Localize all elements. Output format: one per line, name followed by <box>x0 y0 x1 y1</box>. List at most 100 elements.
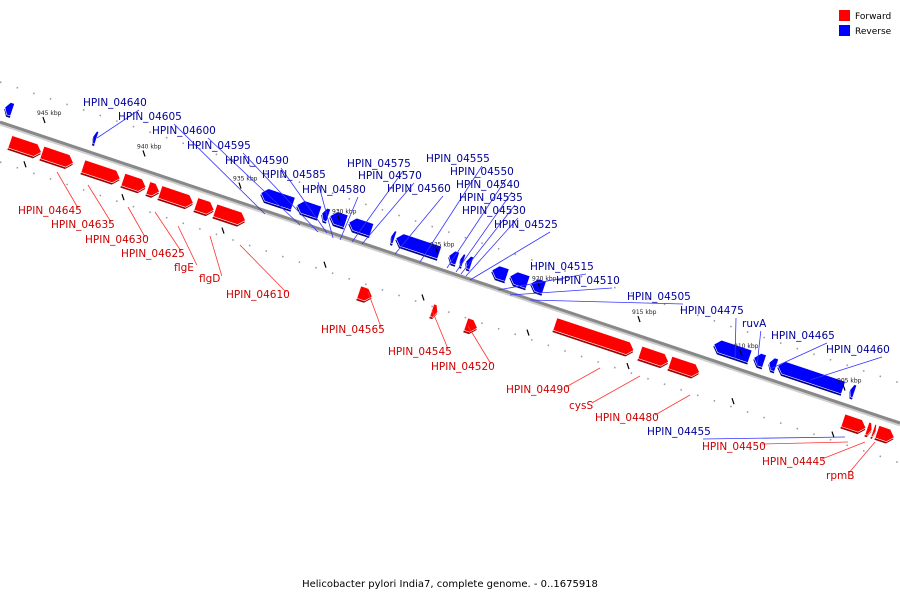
gene-body <box>39 145 74 168</box>
gene-body <box>80 159 121 184</box>
reverse-gene[interactable] <box>507 270 531 291</box>
forward-gene[interactable] <box>212 203 247 228</box>
reverse-gene-label: HPIN_04455 <box>647 426 711 438</box>
tick-label: 940 kbp <box>137 143 162 150</box>
tick-label: 930 kbp <box>332 209 357 216</box>
leader-line <box>460 204 516 275</box>
leader-line <box>173 123 266 215</box>
legend-swatch <box>839 25 850 36</box>
gene-body <box>849 384 858 399</box>
leader-line <box>769 342 828 370</box>
reverse-gene[interactable] <box>2 101 15 118</box>
minor-tick <box>421 294 425 301</box>
forward-gene[interactable] <box>552 317 635 359</box>
reverse-gene-label: HPIN_04555 <box>426 153 490 165</box>
forward-gene-label: flgE <box>174 262 194 274</box>
reverse-gene-label: HPIN_04560 <box>387 183 451 195</box>
reverse-gene-label: HPIN_04460 <box>826 344 890 356</box>
forward-gene-label: HPIN_04565 <box>321 324 385 336</box>
forward-gene[interactable] <box>193 197 216 218</box>
forward-gene[interactable] <box>145 181 161 200</box>
gene-body <box>667 355 700 377</box>
forward-gene[interactable] <box>7 135 43 161</box>
upper-guide-dots <box>0 81 900 384</box>
minor-tick <box>323 261 327 268</box>
reverse-gene-label: HPIN_04600 <box>152 125 216 137</box>
legend-label: Reverse <box>855 27 892 37</box>
leader-line <box>127 206 146 238</box>
forward-gene[interactable] <box>637 345 670 370</box>
forward-gene-label: HPIN_04635 <box>51 219 115 231</box>
leader-line <box>207 137 301 226</box>
reverse-gene[interactable] <box>528 277 547 296</box>
reverse-gene[interactable] <box>319 207 331 224</box>
gene-body <box>321 207 331 223</box>
gene-body <box>260 188 296 211</box>
forward-gene-label: HPIN_04520 <box>431 361 495 373</box>
reverse-gene[interactable] <box>90 130 100 147</box>
reverse-gene-label: HPIN_04580 <box>302 184 366 196</box>
gene-body <box>870 423 877 438</box>
reverse-gene[interactable] <box>388 230 398 246</box>
forward-gene[interactable] <box>864 421 873 438</box>
reverse-gene-label: HPIN_04475 <box>680 305 744 317</box>
reverse-gene-label: HPIN_04535 <box>459 192 523 204</box>
gene-body <box>296 200 323 220</box>
reverse-gene-label: HPIN_04465 <box>771 330 835 342</box>
gene-body <box>145 181 160 197</box>
reverse-gene[interactable] <box>393 232 442 261</box>
leader-line <box>361 182 415 245</box>
reverse-gene-label: HPIN_04585 <box>262 169 326 181</box>
reverse-gene-label: HPIN_04510 <box>556 275 620 287</box>
gene-body <box>713 339 753 364</box>
leader-line <box>446 178 507 269</box>
reverse-gene-label: HPIN_04570 <box>358 170 422 182</box>
forward-gene[interactable] <box>667 355 701 380</box>
gene-body <box>395 233 442 260</box>
reverse-gene[interactable] <box>766 357 779 374</box>
leader-line <box>351 170 404 243</box>
leader-line <box>419 165 483 263</box>
reverse-gene[interactable] <box>775 360 846 396</box>
forward-gene[interactable] <box>80 159 122 187</box>
tick-mark <box>435 248 439 255</box>
forward-gene[interactable] <box>874 425 896 446</box>
forward-gene[interactable] <box>356 285 374 305</box>
leader-line <box>756 330 762 367</box>
leader-line <box>242 152 319 233</box>
leader-line <box>702 436 846 440</box>
leader-line <box>96 109 140 139</box>
reverse-gene[interactable] <box>847 384 858 400</box>
leader-line <box>394 195 444 255</box>
gene-body <box>4 102 15 117</box>
reverse-gene[interactable] <box>751 352 767 370</box>
forward-gene[interactable] <box>39 145 75 171</box>
leader-line <box>565 367 601 388</box>
leader-line <box>154 211 182 252</box>
forward-gene-label: HPIN_04545 <box>388 346 452 358</box>
tick-label: 910 kbp <box>734 343 759 350</box>
forward-gene[interactable] <box>840 413 868 436</box>
forward-gene[interactable] <box>429 303 439 320</box>
reverse-gene[interactable] <box>294 199 323 221</box>
forward-gene[interactable] <box>870 423 878 439</box>
reverse-gene[interactable] <box>489 264 510 284</box>
tick-mark <box>637 315 641 323</box>
forward-gene-label: HPIN_04645 <box>18 205 82 217</box>
leader-line <box>239 244 287 293</box>
reverse-gene[interactable] <box>711 338 753 365</box>
gene-body <box>637 345 669 367</box>
forward-gene[interactable] <box>157 185 195 211</box>
forward-gene[interactable] <box>120 172 148 195</box>
reverse-gene[interactable] <box>346 216 375 239</box>
reverse-gene-label: HPIN_04525 <box>494 219 558 231</box>
reverse-gene-label: ruvA <box>742 318 767 330</box>
minor-tick <box>23 161 27 168</box>
forward-gene[interactable] <box>463 317 479 336</box>
tick-mark <box>739 349 743 357</box>
reverse-gene-label: HPIN_04515 <box>530 261 594 273</box>
gene-body <box>390 230 398 245</box>
leader-line <box>177 225 198 266</box>
